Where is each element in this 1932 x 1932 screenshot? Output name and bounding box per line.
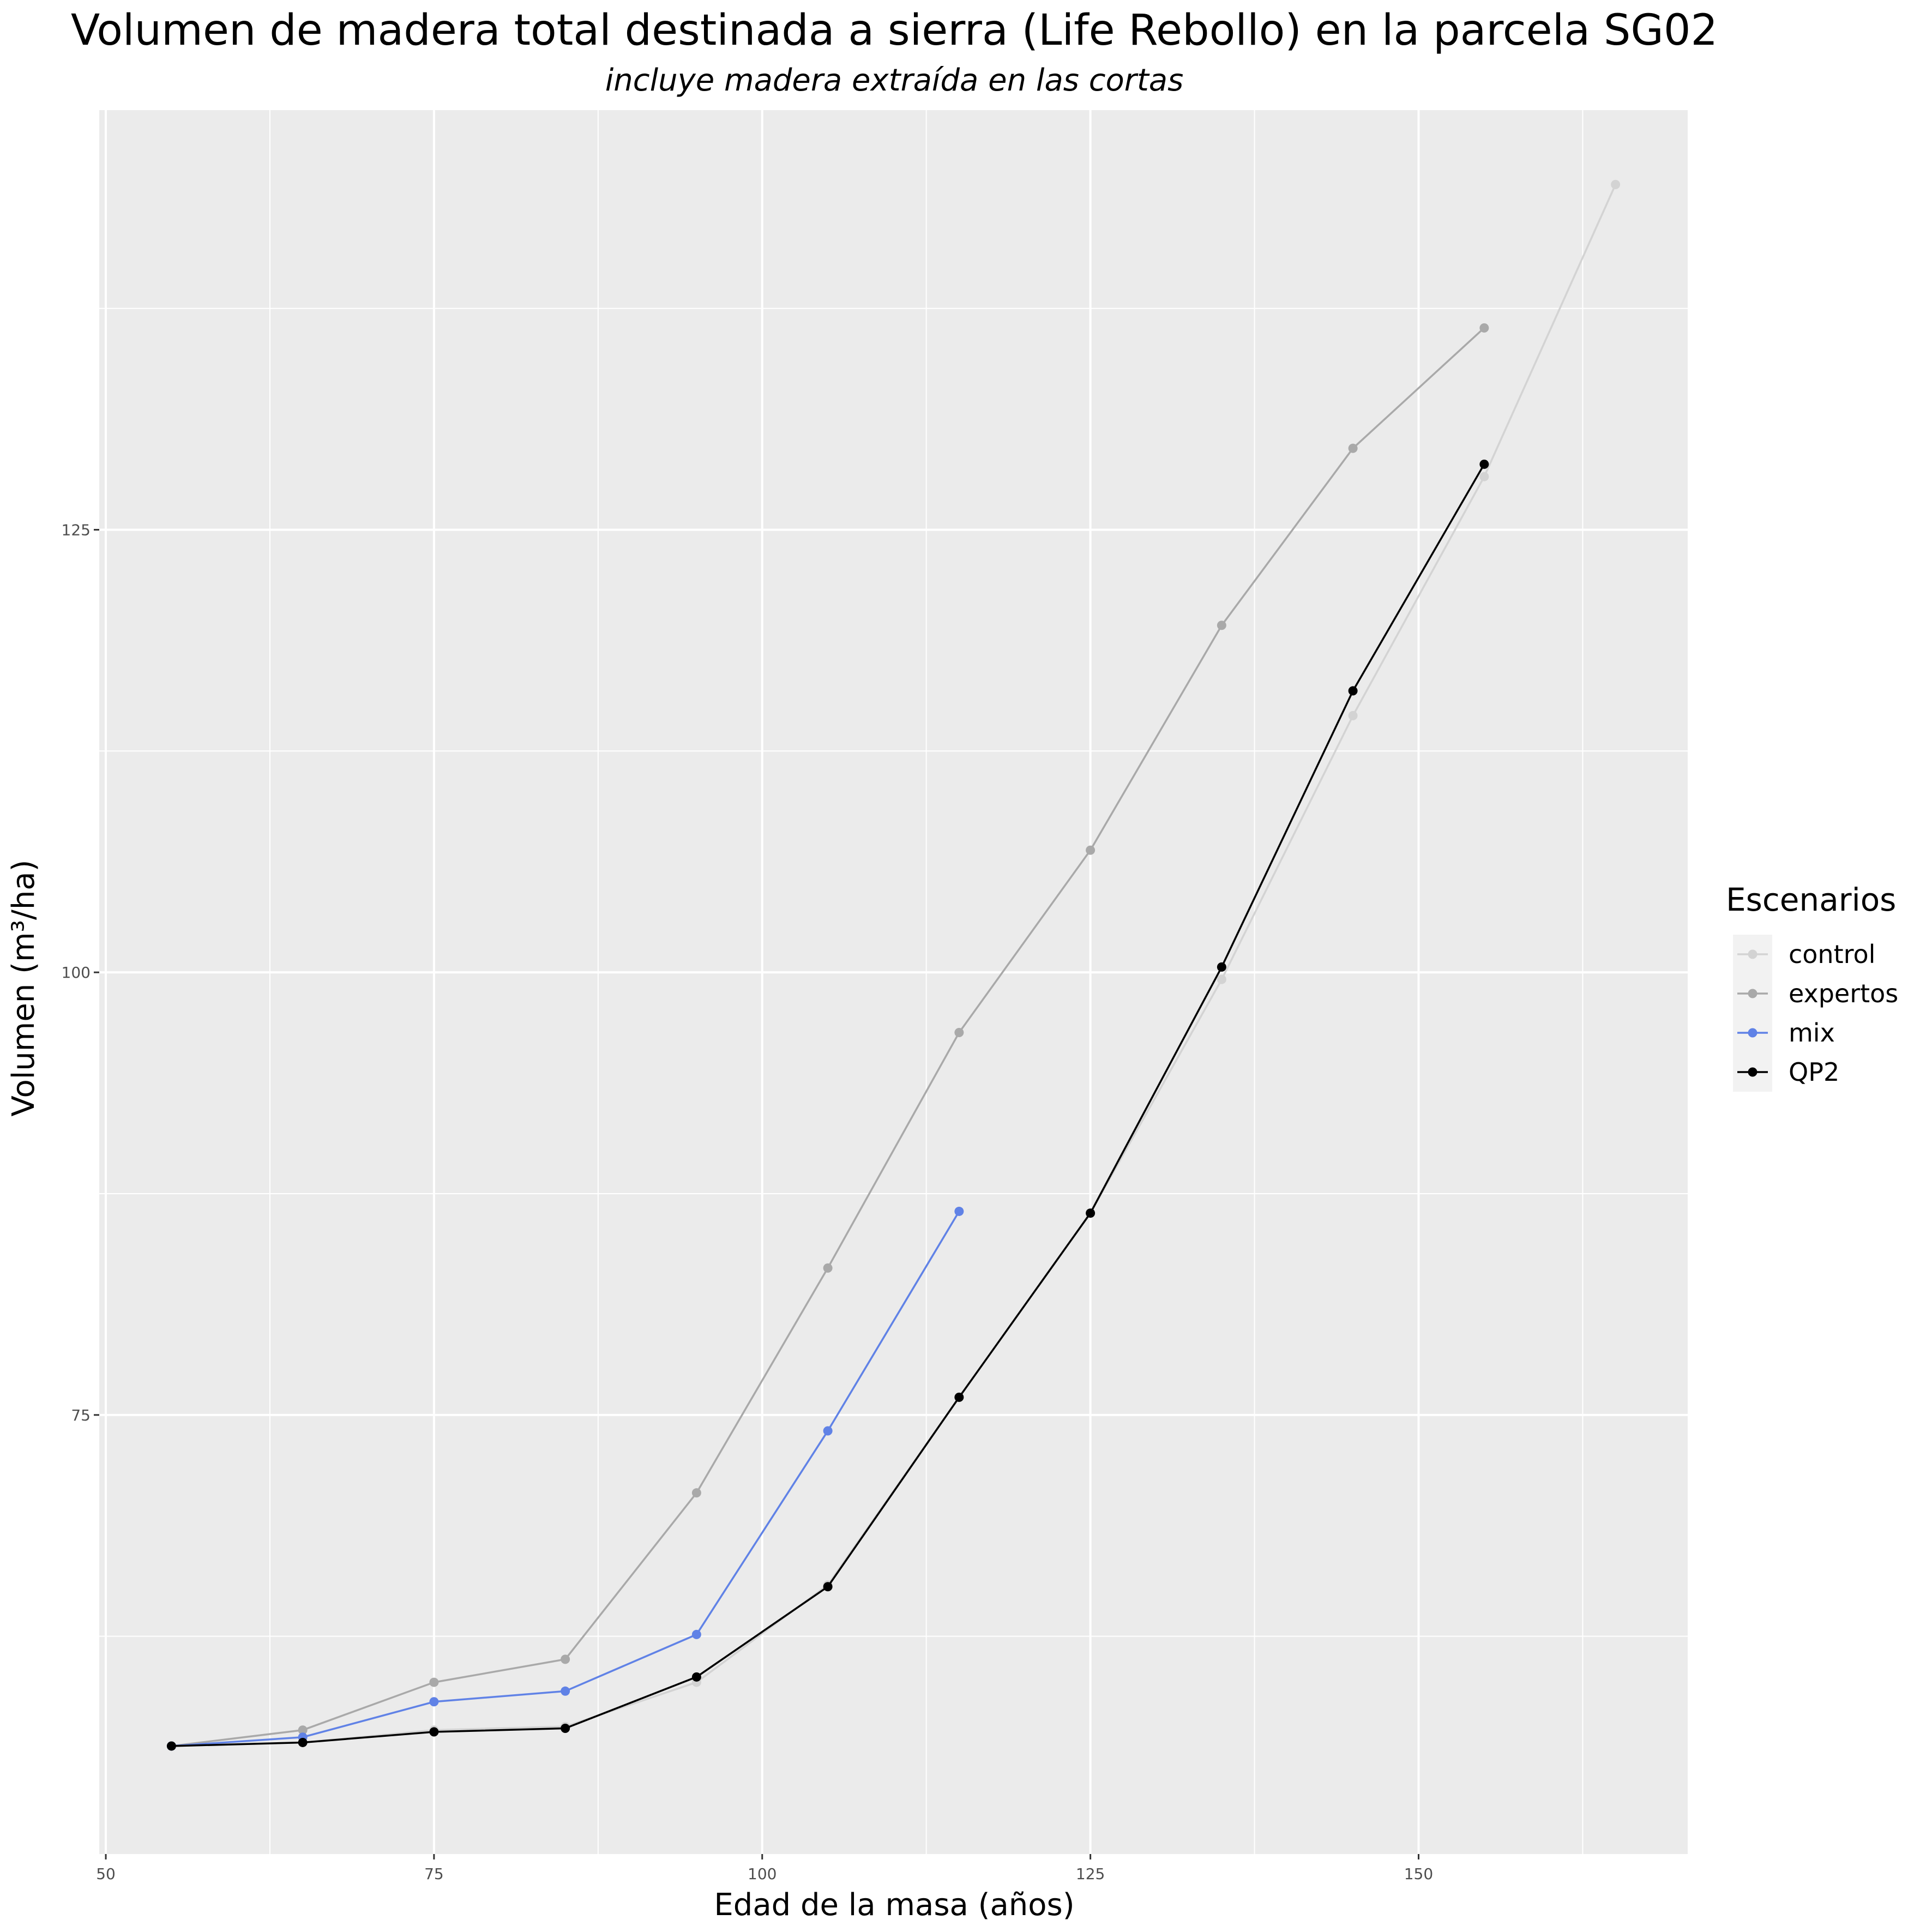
data-point (823, 1426, 833, 1436)
y-axis: 75 100 125 (62, 521, 99, 1424)
legend-key-point (1748, 989, 1758, 998)
series-qp2 (166, 459, 1489, 1751)
legend-label: mix (1789, 1018, 1835, 1048)
legend-item-control: control (1733, 935, 1875, 974)
data-point (954, 1392, 964, 1402)
legend-label: QP2 (1789, 1057, 1839, 1087)
legend-key-point (1748, 949, 1758, 959)
x-tick-label: 75 (424, 1865, 444, 1883)
major-gridlines (99, 110, 1688, 1854)
data-point (1086, 1208, 1096, 1218)
chart-title: Volumen de madera total destinada a sier… (71, 6, 1718, 55)
data-point (1217, 962, 1226, 972)
data-point (1348, 443, 1358, 453)
data-point (429, 1727, 439, 1737)
legend: Escenarios control expertos mix QP2 (1726, 881, 1898, 1092)
data-point (561, 1654, 570, 1664)
x-tick-label: 100 (748, 1865, 777, 1883)
data-point (691, 1672, 701, 1682)
series-layer (166, 179, 1621, 1751)
data-point (561, 1686, 570, 1696)
data-point (954, 1028, 964, 1038)
data-point (823, 1263, 833, 1273)
data-point (954, 1206, 964, 1216)
data-point (1348, 711, 1358, 720)
x-tick-label: 50 (96, 1865, 116, 1883)
data-point (691, 1629, 701, 1639)
data-point (298, 1737, 308, 1747)
legend-key-point (1748, 1028, 1758, 1038)
legend-title: Escenarios (1726, 881, 1896, 918)
legend-item-mix: mix (1733, 1013, 1835, 1052)
y-tick-label: 75 (71, 1406, 91, 1424)
data-point (1348, 686, 1358, 696)
y-tick-label: 100 (62, 964, 91, 982)
legend-key-point (1748, 1067, 1758, 1077)
x-axis-title: Edad de la masa (años) (714, 1887, 1074, 1923)
data-point (691, 1488, 701, 1498)
data-point (1479, 472, 1489, 482)
y-axis-title: Volumen (m³/ha) (6, 860, 41, 1117)
x-tick-label: 150 (1404, 1865, 1433, 1883)
data-point (1217, 974, 1226, 984)
data-point (1479, 459, 1489, 469)
data-point (1479, 323, 1489, 333)
legend-item-qp2: QP2 (1733, 1052, 1839, 1092)
y-tick-label: 125 (62, 521, 91, 539)
plot-panel (99, 110, 1688, 1854)
legend-label: expertos (1789, 979, 1898, 1008)
data-point (561, 1723, 570, 1733)
data-point (823, 1582, 833, 1592)
x-tick-label: 125 (1076, 1865, 1105, 1883)
minor-gridlines (99, 110, 1688, 1854)
series-expertos (166, 323, 1489, 1751)
data-point (429, 1677, 439, 1687)
chart-subtitle: incluye madera extraída en las cortas (605, 63, 1184, 98)
data-point (429, 1697, 439, 1707)
data-point (1086, 845, 1096, 855)
data-point (298, 1725, 308, 1735)
legend-label: control (1789, 940, 1875, 969)
data-point (1217, 621, 1226, 630)
data-point (1611, 179, 1621, 189)
x-axis: 50 75 100 125 150 (96, 1854, 1433, 1883)
data-point (166, 1741, 176, 1751)
legend-item-expertos: expertos (1733, 974, 1898, 1013)
